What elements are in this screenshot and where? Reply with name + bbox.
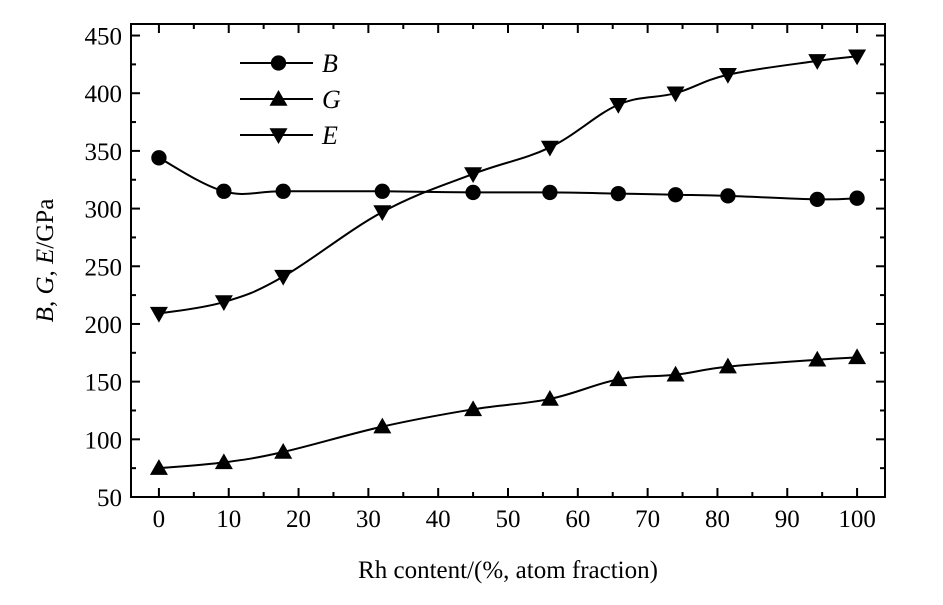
series-line-g — [158, 356, 858, 470]
x-tick-label: 30 — [356, 506, 381, 533]
series-line-e — [158, 55, 858, 315]
x-tick-label: 50 — [496, 506, 521, 533]
data-point-e — [373, 205, 392, 222]
y-axis-title-part: , — [32, 295, 59, 308]
data-point-g — [718, 357, 737, 374]
data-point-g — [214, 453, 233, 470]
data-point-b — [465, 184, 481, 201]
y-axis-title: B, G, E/GPa — [32, 199, 59, 323]
x-tick-label: 40 — [426, 506, 451, 533]
y-tick-label: 200 — [85, 312, 123, 339]
data-point-e — [808, 54, 827, 70]
legend-label-e: E — [321, 121, 338, 150]
y-axis-title-part: B — [32, 307, 59, 322]
y-axis-title-part: /GPa — [32, 199, 59, 249]
x-tick-label: 0 — [153, 506, 166, 533]
y-axis-title-part: , — [32, 264, 59, 277]
data-point-b — [667, 187, 684, 203]
x-tick-label: 10 — [216, 506, 241, 533]
data-point-e — [464, 167, 483, 183]
y-tick-label: 300 — [85, 197, 123, 224]
data-point-g — [464, 400, 483, 417]
data-point-g — [149, 459, 168, 475]
y-tick-label: 400 — [85, 81, 123, 108]
x-tick-label: 60 — [565, 506, 590, 533]
y-tick-label: 150 — [85, 370, 123, 397]
data-point-e — [149, 306, 168, 323]
data-point-b — [151, 150, 167, 166]
legend-marker-e — [269, 128, 288, 144]
data-point-g — [373, 417, 392, 434]
data-point-e — [540, 140, 559, 157]
data-point-b — [720, 188, 736, 204]
data-point-e — [274, 269, 293, 286]
x-tick-label: 100 — [838, 506, 876, 533]
data-point-b — [542, 184, 558, 201]
x-tick-label: 90 — [775, 506, 800, 533]
data-point-b — [849, 190, 865, 206]
y-axis-title-part: E — [32, 249, 59, 265]
data-point-b — [374, 183, 390, 199]
x-tick-label: 70 — [635, 506, 660, 533]
data-point-g — [609, 370, 628, 387]
data-point-b — [216, 183, 232, 199]
legend-label-g: G — [322, 85, 341, 114]
data-point-b — [610, 185, 626, 202]
legend-marker-b — [270, 55, 287, 71]
y-tick-label: 350 — [85, 139, 123, 166]
legend-label-b: B — [322, 49, 338, 78]
y-tick-label: 450 — [85, 24, 123, 51]
y-tick-label: 250 — [85, 254, 123, 281]
series-line-b — [158, 156, 858, 201]
data-point-g — [666, 365, 685, 382]
data-point-g — [274, 443, 293, 459]
plot-frame — [130, 23, 886, 498]
data-point-e — [609, 98, 628, 114]
y-tick-label: 100 — [85, 427, 123, 454]
y-axis-title-part: G — [32, 276, 59, 294]
data-point-g — [540, 389, 559, 406]
data-point-b — [809, 191, 825, 208]
x-axis-title: Rh content/(%, atom fraction) — [358, 557, 658, 584]
x-tick-label: 80 — [705, 506, 730, 533]
y-tick-label: 50 — [97, 485, 122, 512]
data-point-e — [666, 86, 685, 103]
data-point-g — [848, 348, 867, 365]
legend-marker-g — [269, 90, 288, 106]
data-point-g — [808, 350, 827, 367]
x-tick-label: 20 — [286, 506, 311, 533]
data-point-e — [214, 295, 233, 312]
data-point-b — [275, 183, 291, 199]
data-point-e — [718, 68, 737, 84]
data-point-e — [848, 49, 867, 66]
